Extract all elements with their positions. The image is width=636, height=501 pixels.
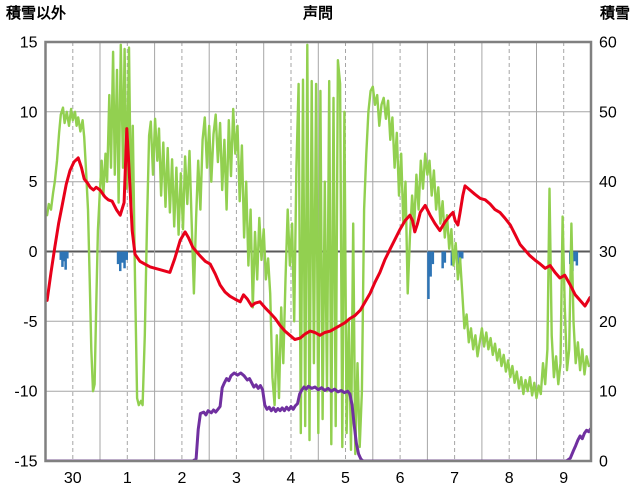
x-tick-label: 6 (396, 470, 405, 487)
purple-line (45, 371, 591, 461)
left-tick-label: 10 (20, 104, 38, 121)
precip-bar (573, 251, 576, 262)
left-tick-label: 15 (20, 35, 38, 52)
precip-bar (116, 251, 120, 265)
precip-bar (61, 251, 64, 267)
chart-title: 声問 (302, 5, 333, 22)
left-tick-label: -15 (14, 454, 37, 471)
left-tick-label: -10 (14, 384, 37, 401)
precip-bar (461, 251, 464, 259)
precip-bar (59, 251, 62, 260)
x-tick-label: 8 (505, 470, 514, 487)
precip-bar (62, 251, 66, 262)
right-axis-title: 積雪 (599, 5, 630, 22)
left-tick-label: -5 (23, 314, 37, 331)
precip-bar (123, 251, 126, 269)
x-tick-label: 2 (177, 470, 186, 487)
x-tick-label: 7 (450, 470, 459, 487)
precip-bar (575, 251, 579, 266)
precip-bar (458, 251, 462, 263)
x-tick-label: 1 (123, 470, 132, 487)
precip-bar (66, 251, 69, 259)
precip-bar (121, 251, 124, 263)
precip-bar (441, 251, 444, 269)
x-tick-label: 9 (559, 470, 568, 487)
precip-bar (431, 251, 435, 265)
precip-bar (427, 251, 430, 299)
precip-bar (429, 251, 432, 277)
red-line (45, 127, 591, 341)
right-tick-label: 10 (599, 384, 617, 401)
left-tick-label: 0 (29, 244, 38, 261)
right-tick-label: 40 (599, 174, 617, 191)
x-tick-label: 3 (232, 470, 241, 487)
precip-bar (125, 251, 128, 260)
right-tick-label: 60 (599, 35, 617, 52)
precip-bar (443, 251, 447, 263)
right-tick-label: 20 (599, 314, 617, 331)
x-tick-label: 30 (64, 470, 82, 487)
left-tick-label: 5 (29, 174, 38, 191)
left-axis-title: 積雪以外 (6, 5, 67, 22)
precip-bar (119, 251, 122, 272)
x-tick-label: 5 (341, 470, 350, 487)
right-tick-label: 0 (599, 454, 608, 471)
precip-bar (450, 251, 454, 266)
x-tick-label: 4 (287, 470, 296, 487)
right-tick-label: 30 (599, 244, 617, 261)
precip-bar (64, 251, 67, 270)
plot-border (44, 40, 593, 463)
green-line (45, 43, 590, 456)
right-tick-label: 50 (599, 104, 617, 121)
